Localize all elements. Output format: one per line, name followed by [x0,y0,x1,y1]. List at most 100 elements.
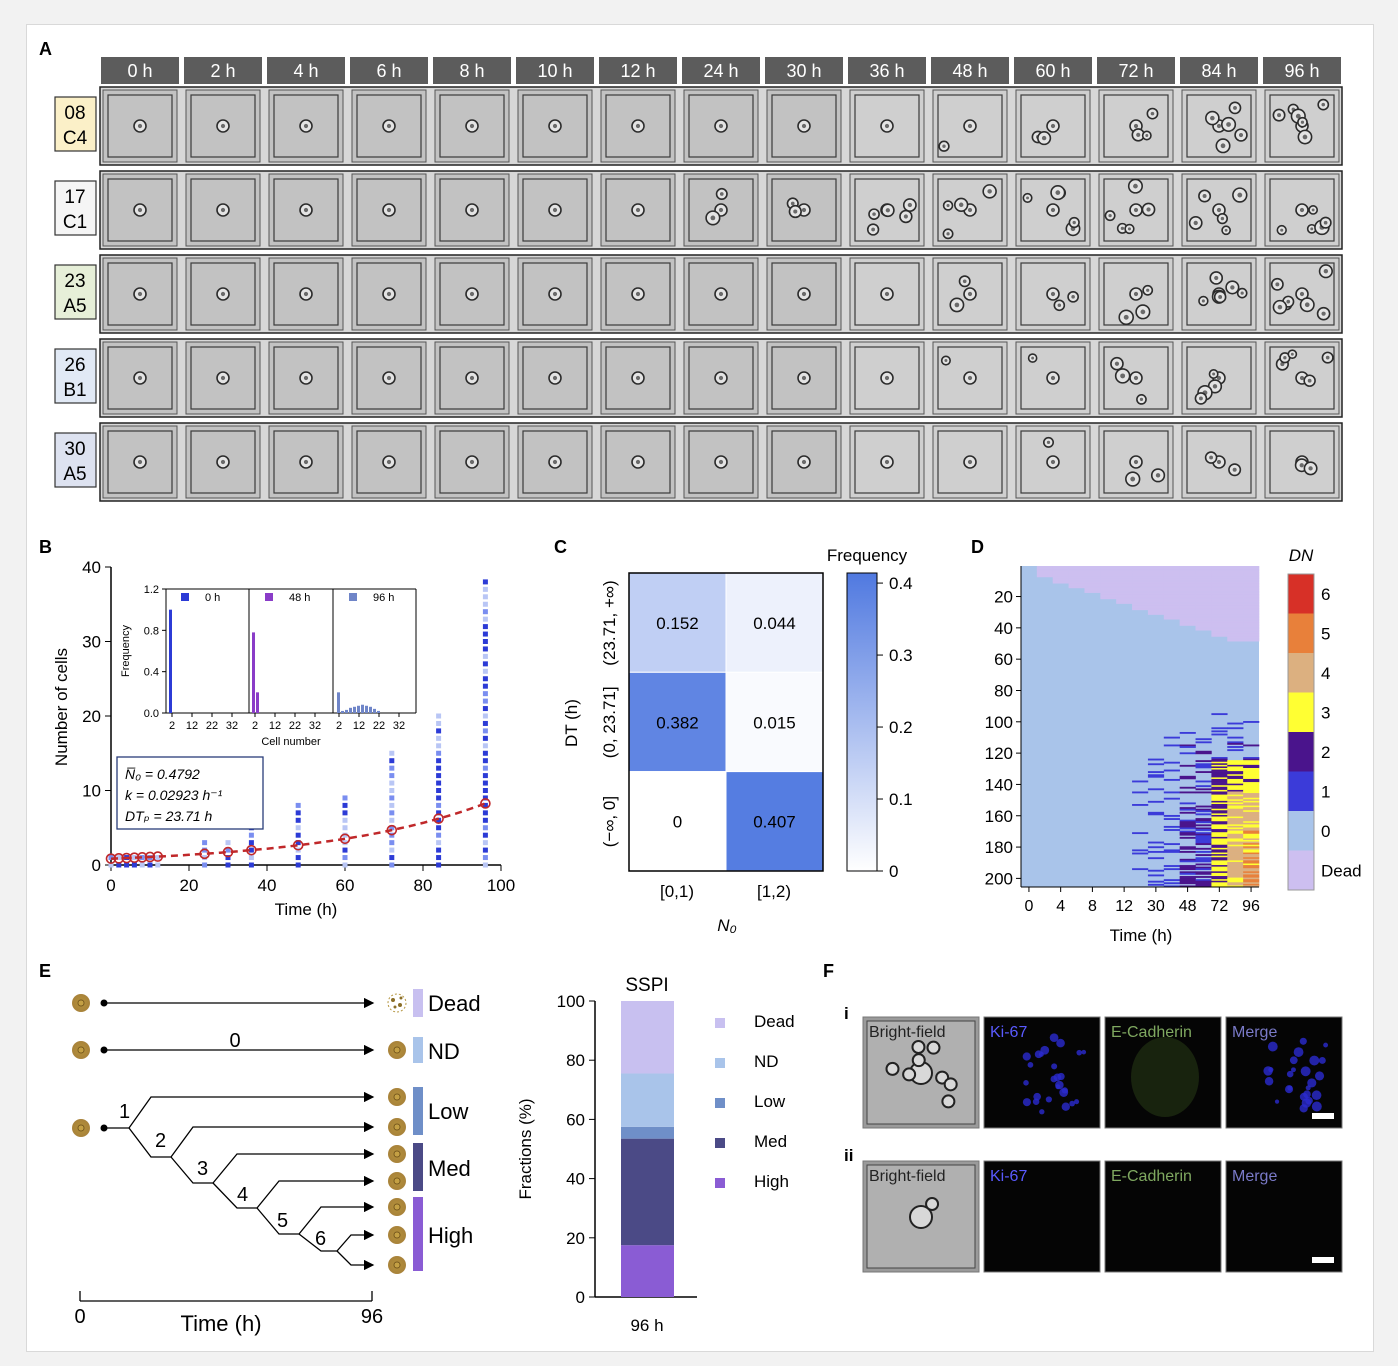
heatmap-cell [1163,608,1180,611]
heatmap-cell [1227,580,1244,582]
cell-nucleus [1220,143,1226,149]
heatmap-cell [1132,573,1149,576]
cell-nucleus [1214,275,1219,281]
cell-count-point [436,788,442,793]
legend-swatch [715,1058,725,1068]
heatmap-cell-value: 0 [673,813,682,832]
heatmap-cell [725,572,824,673]
heatmap-cell [1227,791,1244,794]
heatmap-cell [1211,872,1228,875]
heatmap-cell [1211,813,1228,816]
heatmap-cell [1195,587,1212,590]
cell-count-point [482,594,488,600]
heatmap-cell [1132,587,1149,590]
heatmap-cell [1195,619,1212,622]
cell-nucleus [1050,291,1056,297]
heatmap-cell [1132,575,1149,578]
heatmap-cell [1179,846,1196,849]
heatmap-cell [1068,573,1085,576]
inset-x-tick-label: 32 [309,720,321,732]
heatmap-cell [1211,628,1228,631]
row-label-top: 26 [64,355,85,376]
heatmap-cell [1084,567,1101,570]
row-label-box [54,264,97,320]
heatmap-cell [1147,850,1165,853]
cell-nucleus [1304,302,1310,308]
microwell-border [190,346,256,410]
heatmap-cell [1147,606,1165,609]
cell-nucleus [871,227,876,232]
mean-marker [136,852,148,863]
cell-count-point [389,773,395,779]
heatmap-cell [1195,611,1212,614]
cell-count-point [436,825,442,831]
cell-count-point [389,855,395,861]
row-label-bottom: C4 [63,128,88,149]
heatmap-cell [1179,586,1196,589]
heatmap-cell [1243,606,1260,609]
microwell-border [190,178,256,242]
heatmap-cell [1179,594,1196,597]
heatmap-cell [1243,857,1260,860]
cell-count-point [342,825,348,831]
heatmap-cell [1211,592,1228,595]
microwell-image [517,425,593,499]
heatmap-cell [1132,780,1149,783]
heatmap-cell [1147,869,1165,872]
heatmap-cell [1227,592,1244,595]
inset-x-tick-label: 32 [226,720,238,732]
heatmap-cell [1227,576,1244,579]
heatmap-cell [1243,872,1260,875]
heatmap-cell [1179,882,1196,885]
heatmap-cell [1243,789,1260,792]
cell-count-point [482,653,488,659]
cell-count-point [436,743,442,749]
microwell-image [102,173,178,247]
cell-nucleus [1136,132,1141,137]
heatmap-cell [1211,758,1228,761]
heatmap-cell [1243,600,1260,603]
microwell-border [273,430,339,494]
y-tick-label: 180 [985,838,1013,857]
heatmap-cell [1100,595,1117,598]
heatmap-cell [1243,780,1260,783]
heatmap-cell [1179,603,1196,606]
ki67-signal [1303,1090,1311,1099]
inset-bar-48h [252,632,255,713]
start-cell-dead-icon [72,994,90,1012]
y-tick-label: 40 [566,1170,585,1189]
heatmap-cell [1243,829,1260,831]
heatmap-cell [1116,589,1133,592]
heatmap-cell [1227,874,1244,877]
heatmap-cell [1052,580,1069,582]
heatmap-cell [1195,760,1212,763]
heatmap-cell [1195,623,1212,626]
heatmap-cell [1179,885,1196,888]
ki67-signal [1045,1096,1052,1103]
heatmap-cell [1211,829,1228,831]
cell-nucleus [1299,207,1305,213]
heatmap-cell [1243,783,1260,786]
heatmap-cell [1227,847,1244,850]
heatmap-cell [1179,592,1196,595]
heatmap-cell [1211,602,1228,604]
heatmap-cell [1211,617,1228,620]
cell-count-point [116,862,122,868]
heatmap-cell [1068,570,1085,573]
y-tick-label: 100 [985,713,1013,732]
heatmap-cell [1211,627,1228,629]
microwell-border [190,94,256,158]
heatmap-cell [1147,603,1165,606]
cell-count-point [482,788,488,793]
heatmap-cell [1243,849,1260,852]
heatmap-cell [1147,581,1165,584]
cell-count-point [116,855,122,861]
sspi-xlabel: 96 h [630,1316,663,1335]
heatmap-cell [1100,589,1117,592]
ki67-signal [1022,1052,1031,1061]
category-bar [413,989,423,1017]
heatmap-cell [1147,609,1165,612]
y-tick-label: 40 [82,558,101,577]
cell-nucleus [954,302,960,308]
microwell-border [605,430,671,494]
